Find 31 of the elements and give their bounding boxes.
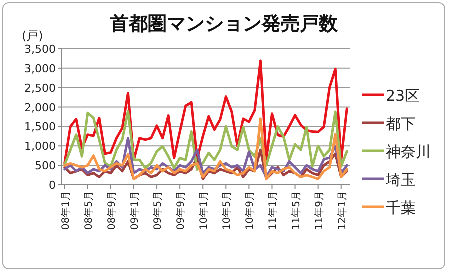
x-tick-label: 08年1月 — [60, 191, 72, 230]
line-series — [64, 118, 348, 180]
y-axis-title: (戸) — [22, 29, 44, 43]
legend-label: 23区 — [386, 87, 420, 105]
legend-label: 埼玉 — [385, 171, 416, 189]
x-tick-label: 10年5月 — [221, 191, 234, 230]
x-tick-label: 09年5月 — [152, 191, 164, 230]
x-tick-label: 12年1月 — [336, 191, 348, 230]
y-tick-label: 1,000 — [24, 140, 56, 154]
x-tick-label: 11年9月 — [313, 191, 326, 230]
x-tick-label: 10年1月 — [198, 191, 210, 230]
y-tick-label: 3,000 — [24, 62, 56, 76]
x-tick-label: 09年9月 — [175, 191, 188, 230]
legend-label: 神奈川 — [386, 143, 431, 161]
y-tick-label: 2,500 — [24, 82, 56, 95]
x-tick-label: 11年5月 — [290, 191, 302, 230]
x-tick-label: 10年9月 — [244, 191, 256, 230]
x-tick-label: 08年5月 — [82, 191, 95, 230]
x-tick-label: 11年1月 — [267, 191, 280, 230]
x-tick-label: 08年9月 — [106, 191, 118, 230]
y-tick-label: 3,500 — [24, 43, 56, 56]
y-tick-label: 500 — [35, 160, 56, 173]
legend-label: 千葉 — [386, 199, 416, 217]
line-series — [64, 60, 348, 164]
y-tick-label: 1,500 — [24, 120, 56, 134]
legend-label: 都下 — [386, 115, 416, 133]
x-tick-label: 09年1月 — [129, 191, 141, 230]
line-series — [64, 110, 348, 172]
chart-title: 首都圏マンション発売戸数 — [109, 13, 339, 35]
y-tick-label: 0 — [49, 179, 56, 192]
y-tick-label: 2,000 — [24, 101, 56, 114]
